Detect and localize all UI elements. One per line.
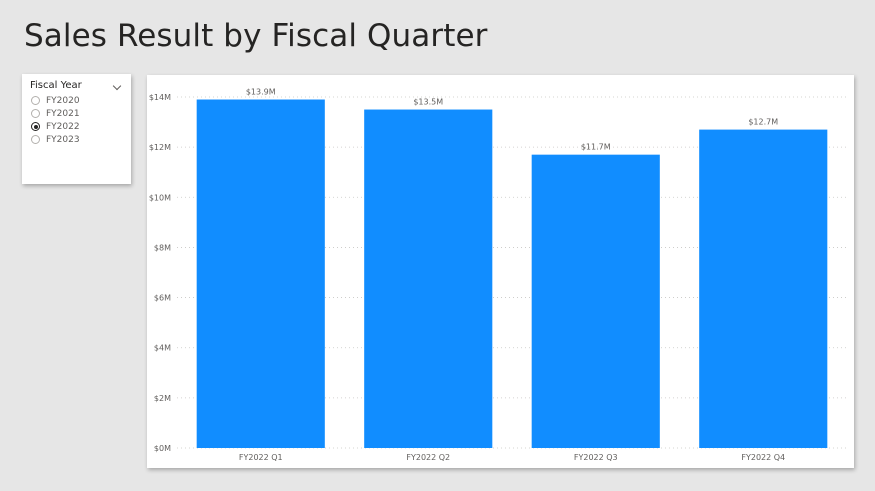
data-label: $12.7M — [748, 118, 778, 127]
data-label: $13.9M — [246, 88, 276, 97]
bar[interactable] — [196, 99, 325, 448]
slicer-option-fy2023[interactable]: FY2023 — [31, 133, 80, 146]
slicer-items: FY2020 FY2021 FY2022 FY2023 — [31, 94, 80, 146]
radio-icon[interactable] — [31, 96, 40, 105]
y-tick-label: $10M — [149, 193, 171, 202]
radio-selected-icon[interactable] — [31, 122, 40, 131]
x-tick-label: FY2022 Q1 — [239, 453, 283, 462]
data-label: $13.5M — [413, 98, 443, 107]
slicer-header[interactable]: Fiscal Year — [30, 80, 126, 94]
y-tick-label: $12M — [149, 143, 171, 152]
radio-icon[interactable] — [31, 109, 40, 118]
slicer-option-fy2020[interactable]: FY2020 — [31, 94, 80, 107]
slicer-option-fy2021[interactable]: FY2021 — [31, 107, 80, 120]
slicer-option-fy2022[interactable]: FY2022 — [31, 120, 80, 133]
sales-bar-chart-visual: $0M $2M $4M $6M $8M $10M $12M $14M $13.9M FY2022 … — [147, 75, 854, 468]
slicer-option-label: FY2020 — [46, 95, 80, 106]
y-tick-label: $8M — [154, 243, 171, 252]
y-tick-label: $4M — [154, 344, 171, 353]
bar[interactable] — [699, 129, 828, 448]
y-tick-label: $6M — [154, 294, 171, 303]
bar[interactable] — [531, 154, 660, 448]
report-title: Sales Result by Fiscal Quarter — [24, 18, 488, 54]
x-tick-label: FY2022 Q4 — [741, 453, 785, 462]
slicer-option-label: FY2023 — [46, 134, 80, 145]
radio-icon[interactable] — [31, 135, 40, 144]
slicer-option-label: FY2021 — [46, 108, 80, 119]
slicer-option-label: FY2022 — [46, 121, 80, 132]
data-label: $11.7M — [581, 143, 611, 152]
x-tick-label: FY2022 Q2 — [406, 453, 450, 462]
slicer-title: Fiscal Year — [30, 80, 82, 91]
chevron-down-icon[interactable] — [112, 81, 122, 91]
y-tick-label: $14M — [149, 93, 171, 102]
y-tick-label: $2M — [154, 394, 171, 403]
bar-chart: $0M $2M $4M $6M $8M $10M $12M $14M $13.9M FY2022 … — [149, 88, 847, 462]
bar[interactable] — [364, 109, 493, 449]
fiscal-year-slicer: Fiscal Year FY2020 FY2021 FY2022 FY2023 — [22, 74, 131, 184]
x-tick-label: FY2022 Q3 — [574, 453, 618, 462]
y-tick-label: $0M — [154, 444, 171, 453]
